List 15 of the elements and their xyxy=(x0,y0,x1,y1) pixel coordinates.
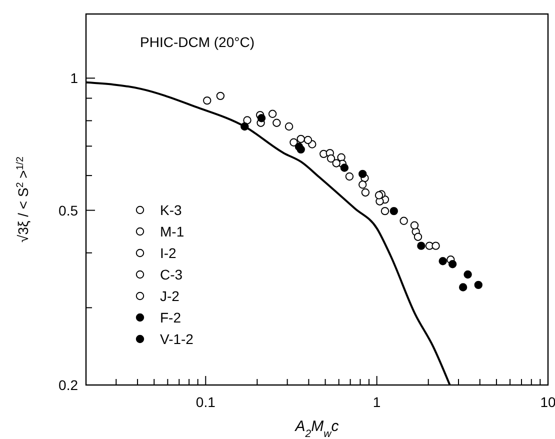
legend-label: C-3 xyxy=(160,266,183,282)
legend-label: V-1-2 xyxy=(160,331,194,347)
legend-label: F-2 xyxy=(160,310,182,326)
text: PHIC-DCM (20°C) xyxy=(140,34,254,50)
y-tick-label: 0.2 xyxy=(58,377,78,393)
y-tick-label: 0.5 xyxy=(58,202,78,218)
x-tick-label: 10 xyxy=(540,394,555,410)
x-tick-label: 0.1 xyxy=(196,394,216,410)
y-tick-label: 1 xyxy=(70,70,78,86)
legend-label: I-2 xyxy=(160,245,177,261)
legend-label: M-1 xyxy=(160,224,184,240)
x-axis-title: A$_{2}$M$_{w}$c xyxy=(294,418,340,439)
legend-label: J-2 xyxy=(160,288,180,304)
legend-label: K-3 xyxy=(160,202,182,218)
x-tick-label: 1 xyxy=(372,394,381,410)
